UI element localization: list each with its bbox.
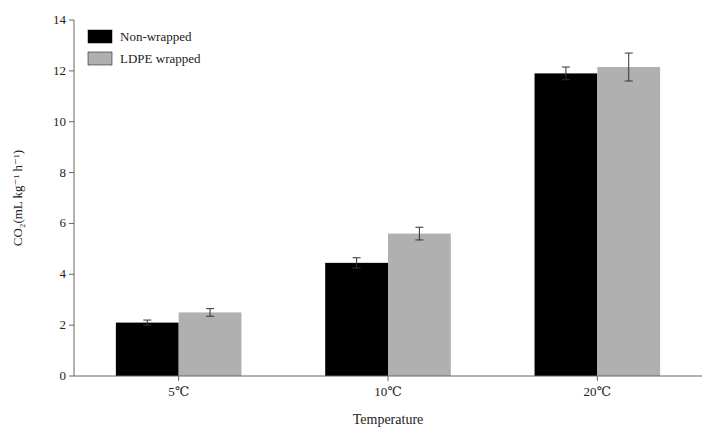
y-tick [69,70,74,71]
y-tick [69,121,74,122]
error-bar [415,227,423,240]
x-tick-label: 10℃ [374,384,402,399]
y-tick [69,325,74,326]
y-axis-line [74,20,75,376]
y-tick [69,274,74,275]
y-tick-label: 4 [60,266,67,281]
legend: Non-wrapped LDPE wrapped [88,29,201,66]
bars [116,53,660,376]
y-tick [69,20,74,21]
error-bar [562,67,570,80]
error-bar [206,309,214,317]
x-axis-title: Temperature [353,412,424,427]
legend-swatch [88,30,112,43]
y-tick-label: 14 [53,12,67,27]
x-tick [597,376,598,381]
chart-container: 0 2 4 6 8 10 12 14 5℃ 10℃ 20℃ Temperature CO₂(mL kg⁻… [0,0,722,438]
legend-swatch [88,52,112,65]
error-bar [143,320,151,325]
bar [597,67,660,376]
y-tick-label: 6 [60,215,67,230]
x-tick [178,376,179,381]
bar [179,312,242,376]
legend-label: LDPE wrapped [120,51,201,66]
x-tick [388,376,389,381]
y-tick-label: 12 [53,63,66,78]
x-tick-label: 5℃ [168,384,189,399]
error-bar [625,53,633,81]
y-tick [69,223,74,224]
y-tick-label: 10 [53,114,66,129]
bar [535,73,598,376]
axes: 0 2 4 6 8 10 12 14 5℃ 10℃ 20℃ [53,12,702,399]
x-tick-label: 20℃ [584,384,612,399]
y-tick [69,376,74,377]
y-axis-title: CO₂(mL kg⁻¹ h⁻¹) [10,150,25,246]
y-tick-label: 2 [60,317,67,332]
bar [388,234,451,376]
y-tick [69,172,74,173]
bar [325,263,388,376]
chart: 0 2 4 6 8 10 12 14 5℃ 10℃ 20℃ Temperature CO₂(mL kg⁻… [0,0,722,438]
bar [116,323,179,376]
error-bar [353,258,361,268]
y-tick-label: 8 [60,165,67,180]
y-tick-label: 0 [60,368,67,383]
legend-label: Non-wrapped [120,29,192,44]
